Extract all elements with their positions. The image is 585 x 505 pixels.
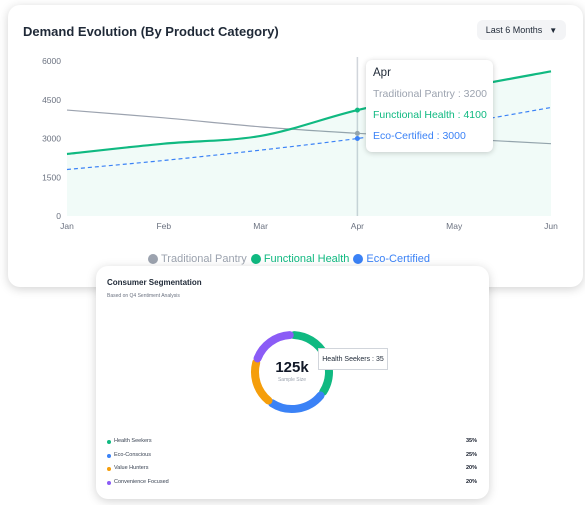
segment-dot: [107, 440, 111, 444]
x-tick-label: Apr: [351, 221, 364, 231]
chart-legend: Traditional Pantry Functional Health Eco-C…: [148, 253, 430, 265]
x-tick-label: May: [446, 221, 463, 231]
legend-dot: [353, 254, 364, 264]
donut-center-value: 125k: [275, 359, 309, 376]
tooltip-line-eco: Eco-Certified : 3000: [373, 130, 466, 142]
demand-evolution-card: Demand Evolution (By Product Category) L…: [8, 5, 583, 287]
legend-label: Traditional Pantry: [161, 253, 247, 265]
consumer-title: Consumer Segmentation: [107, 278, 202, 287]
range-select-label: Last 6 Months: [485, 25, 543, 35]
segment-percent: 35%: [465, 438, 477, 444]
segment-label: Value Hunters: [114, 465, 149, 471]
y-tick-label: 3000: [42, 134, 61, 144]
x-tick-label: Feb: [156, 221, 171, 231]
tooltip-line-functional: Functional Health : 4100: [373, 109, 487, 121]
y-tick-label: 6000: [42, 56, 61, 66]
donut-slice-eco-conscious[interactable]: [268, 391, 325, 413]
segment-row: Value Hunters 20%: [107, 464, 477, 474]
segment-percent: 25%: [465, 451, 477, 458]
segment-label: Eco-Conscious: [114, 451, 151, 458]
consumer-segmentation-card: Consumer Segmentation Based on Q4 Sentim…: [96, 266, 489, 499]
legend-dot: [148, 254, 158, 264]
x-tick-label: Jun: [544, 221, 558, 231]
demand-line-chart: 0 1500 3000 4500 6000 Jan Feb Mar Apr May Jun: [42, 56, 558, 231]
legend-label: Eco-Certified: [366, 253, 430, 265]
y-tick-label: 0: [56, 211, 61, 221]
chevron-down-icon: ▼: [549, 25, 558, 35]
consumer-subtitle: Based on Q4 Sentiment Analysis: [107, 293, 180, 299]
segment-row: Convenience Focused 20%: [107, 478, 477, 488]
point-functional-health-apr: [354, 107, 360, 113]
segment-label: Convenience Focused: [114, 478, 169, 485]
range-select[interactable]: Last 6 Months ▼: [477, 20, 566, 40]
segment-dot: [107, 453, 111, 458]
x-tick-label: Jan: [60, 221, 74, 231]
x-tick-label: Mar: [253, 221, 268, 231]
segment-dot: [107, 467, 111, 471]
segment-percent: 20%: [465, 465, 477, 471]
legend-item-traditional-pantry[interactable]: Traditional Pantry: [148, 253, 247, 265]
chart-tooltip: Apr Traditional Pantry : 3200 Functional…: [366, 60, 493, 152]
segment-row: Eco-Conscious 25%: [107, 451, 477, 461]
demand-title: Demand Evolution (By Product Category): [23, 24, 279, 39]
segment-label: Health Seekers: [114, 438, 152, 444]
legend-item-eco-certified[interactable]: Eco-Certified: [353, 253, 430, 265]
donut-tooltip: Health Seekers : 35: [318, 348, 388, 370]
y-tick-label: 1500: [42, 172, 61, 182]
segment-dot: [107, 480, 111, 485]
donut-slice-value-hunters[interactable]: [251, 358, 273, 405]
donut-slice-convenience-focused[interactable]: [253, 331, 294, 363]
legend-item-functional-health[interactable]: Functional Health: [250, 253, 350, 265]
tooltip-line-traditional: Traditional Pantry : 3200: [373, 88, 488, 100]
tooltip-month: Apr: [373, 67, 391, 79]
point-eco-certified-apr: [354, 136, 360, 141]
segment-row: Health Seekers 35%: [107, 437, 477, 447]
donut-center-label: Sample Size: [277, 377, 307, 383]
legend-label: Functional Health: [263, 253, 350, 265]
legend-dot: [250, 254, 261, 264]
segment-percent: 20%: [465, 478, 477, 485]
point-traditional-pantry-apr: [354, 130, 360, 136]
y-tick-label: 4500: [42, 95, 61, 105]
